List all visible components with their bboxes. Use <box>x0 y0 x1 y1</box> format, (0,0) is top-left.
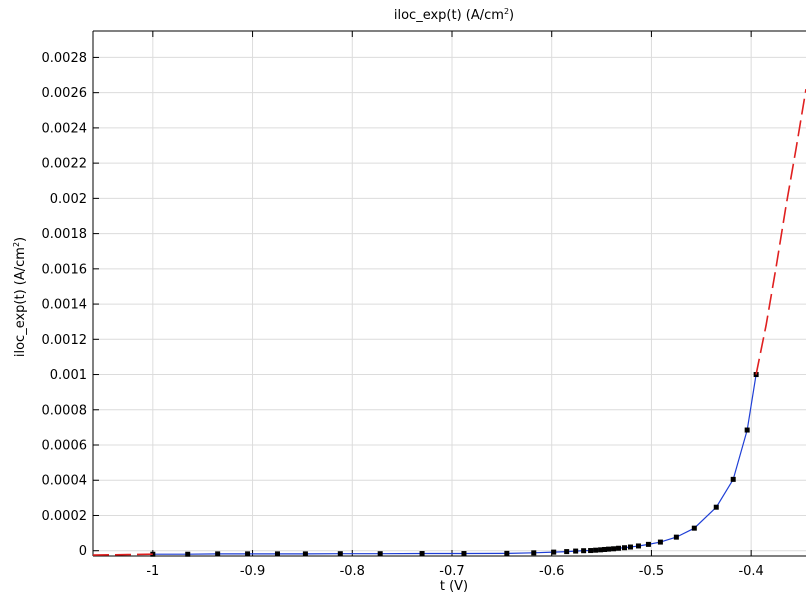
data-point <box>419 551 425 557</box>
data-point <box>215 551 221 557</box>
data-point <box>713 504 719 510</box>
data-point <box>245 551 251 557</box>
data-point <box>645 541 651 547</box>
data-point <box>593 547 599 553</box>
x-tick-label: -0.9 <box>240 564 265 579</box>
series-layer <box>92 88 806 557</box>
y-tick-label: 0.0014 <box>42 298 88 313</box>
x-tick-label: -0.4 <box>738 564 763 579</box>
data-point <box>274 551 280 557</box>
y-tick-label: 0.0018 <box>42 227 88 242</box>
data-point <box>606 546 612 552</box>
grid <box>93 31 806 556</box>
data-point <box>673 534 679 540</box>
y-tick-label: 0.0016 <box>42 262 88 277</box>
data-point <box>622 545 628 551</box>
x-axis-title: t (V) <box>440 579 468 594</box>
data-point <box>635 543 641 549</box>
axes <box>92 30 806 557</box>
x-tick-label: -0.6 <box>539 564 564 579</box>
data-point <box>588 548 594 554</box>
data-point <box>744 427 750 433</box>
data-point <box>531 550 537 556</box>
series-line-extrapolation-right <box>755 88 806 375</box>
data-point <box>598 547 604 553</box>
data-point <box>185 551 191 557</box>
data-point <box>602 546 608 552</box>
y-axis-title: iloc_exp(t) (A/cm2) <box>12 237 28 357</box>
data-point <box>753 372 759 378</box>
y-tick-label: 0 <box>79 544 87 559</box>
y-tick-label: 0.0024 <box>42 121 88 136</box>
data-point <box>564 549 570 555</box>
data-point <box>691 525 697 531</box>
data-point <box>377 551 383 557</box>
y-tick-label: 0.001 <box>50 368 87 383</box>
data-point <box>581 548 587 554</box>
data-point <box>551 549 557 555</box>
data-point <box>627 544 633 550</box>
y-tick-label: 0.0028 <box>42 51 88 66</box>
y-tick-label: 0.002 <box>50 192 87 207</box>
y-tick-labels: 0 0.0002 0.0004 0.0006 0.0008 0.001 0.0012 0.00… <box>42 51 88 559</box>
data-point <box>730 476 736 482</box>
data-point <box>611 546 617 552</box>
data-point <box>302 551 308 557</box>
data-point <box>150 551 156 557</box>
x-tick-labels: -1 -0.9 -0.8 -0.7 -0.6 -0.5 -0.4 <box>146 564 763 579</box>
x-tick-label: -0.7 <box>439 564 464 579</box>
data-point <box>337 551 343 557</box>
data-point <box>573 548 579 554</box>
y-tick-label: 0.0022 <box>42 157 88 172</box>
y-tick-label: 0.0026 <box>42 86 88 101</box>
data-point <box>616 545 622 551</box>
x-tick-label: -1 <box>146 564 159 579</box>
chart-title: iloc_exp(t) (A/cm2) <box>394 7 514 23</box>
y-tick-label: 0.0012 <box>42 333 88 348</box>
y-tick-label: 0.0006 <box>42 439 88 454</box>
data-point <box>504 550 510 556</box>
data-point <box>461 551 467 557</box>
y-tick-label: 0.0002 <box>42 509 88 524</box>
x-tick-label: -0.8 <box>340 564 365 579</box>
y-tick-label: 0.0008 <box>42 403 88 418</box>
series-line-extrapolation-left <box>92 553 153 556</box>
x-tick-label: -0.5 <box>639 564 664 579</box>
data-point <box>657 539 663 545</box>
y-tick-label: 0.0004 <box>42 474 88 489</box>
